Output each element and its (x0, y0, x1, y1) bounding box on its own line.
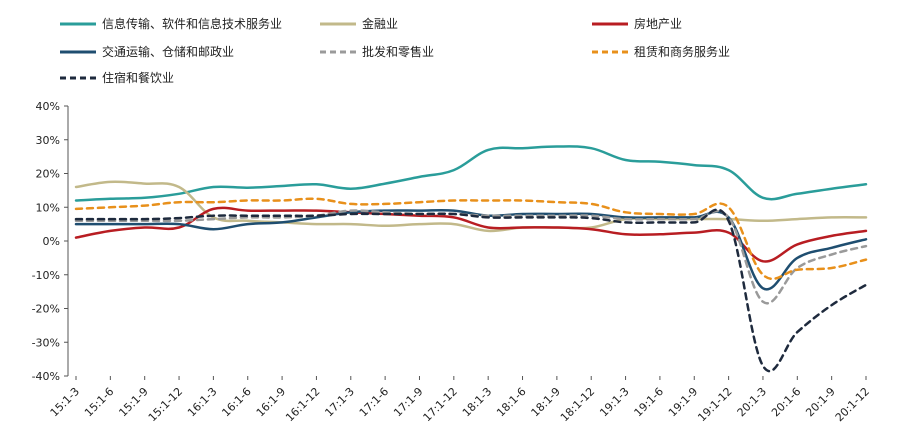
legend-label: 信息传输、软件和信息技术服务业 (102, 16, 282, 31)
x-tick-label: 20:1-12 (833, 385, 872, 424)
series-line (74, 208, 868, 373)
y-tick-label: 30% (36, 134, 60, 147)
legend-item: 交通运输、仓储和邮政业 (60, 44, 234, 59)
x-tick-label: 15:1-6 (82, 385, 116, 419)
x-tick-label: 20:1-6 (769, 385, 803, 419)
series-line (74, 206, 868, 263)
x-tick-label: 17:1-12 (421, 385, 460, 424)
x-tick-label: 19:1-6 (632, 385, 666, 419)
legend-label: 住宿和餐饮业 (102, 70, 174, 85)
x-tick-label: 18:1-3 (460, 385, 494, 419)
y-tick-label: -10% (32, 269, 60, 282)
legend-label: 金融业 (362, 16, 398, 31)
legend-label: 交通运输、仓储和邮政业 (102, 44, 234, 59)
y-tick-label: 10% (36, 201, 60, 214)
y-tick-label: 40% (36, 100, 60, 113)
x-tick-label: 16:1-6 (219, 385, 253, 419)
x-tick-label: 18:1-12 (558, 385, 597, 424)
series-lines (74, 145, 868, 373)
series-line (74, 145, 868, 202)
legend-item: 住宿和餐饮业 (60, 70, 174, 85)
x-tick-label: 17:1-6 (357, 385, 391, 419)
x-tick-label: 15:1-12 (146, 385, 185, 424)
x-tick-label: 19:1-12 (695, 385, 734, 424)
legend-label: 房地产业 (634, 16, 682, 31)
legend-label: 租赁和商务服务业 (634, 44, 730, 59)
x-tick-label: 16:1-3 (185, 385, 219, 419)
x-tick-label: 16:1-12 (283, 385, 322, 424)
legend-item: 租赁和商务服务业 (592, 44, 730, 59)
x-tick-label: 18:1-6 (494, 385, 528, 419)
legend-item: 信息传输、软件和信息技术服务业 (60, 16, 282, 31)
x-tick-label: 17:1-3 (322, 385, 356, 419)
x-tick-label: 20:1-3 (735, 385, 769, 419)
legend-item: 金融业 (320, 16, 398, 31)
x-tick-label: 15:1-3 (48, 385, 82, 419)
y-tick-label: -40% (32, 370, 60, 383)
y-tick-label: -20% (32, 303, 60, 316)
legend-label: 批发和零售业 (362, 44, 434, 59)
legend-item: 房地产业 (592, 16, 682, 31)
series-line (74, 197, 868, 281)
y-tick-label: -30% (32, 336, 60, 349)
y-tick-label: 0% (43, 235, 60, 248)
y-tick-label: 20% (36, 168, 60, 181)
x-tick-label: 19:1-3 (597, 385, 631, 419)
legend-item: 批发和零售业 (320, 44, 434, 59)
